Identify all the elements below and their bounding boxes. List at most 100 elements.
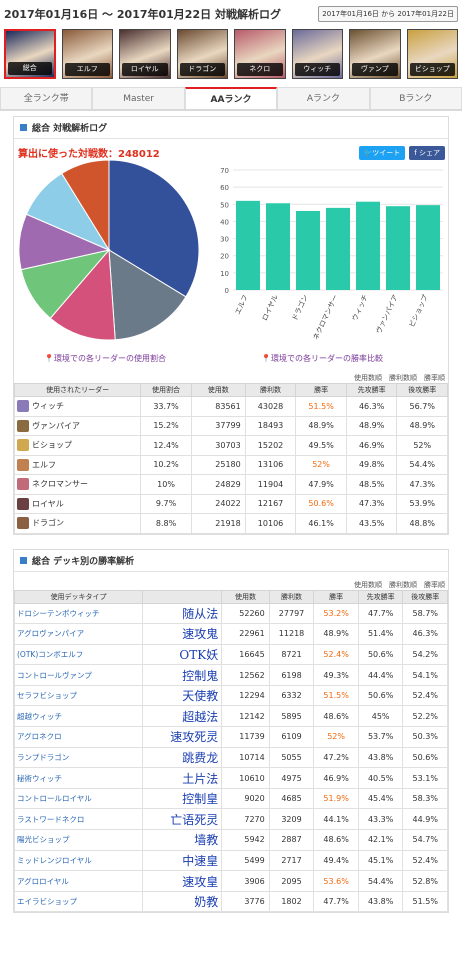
table-row[interactable]: アグロヴァンパイア 速攻鬼 22961 11218 48.9% 51.4% 46.3% bbox=[13, 623, 448, 645]
top-bar: 2017年01月16日 ～ 2017年01月22日 対戦解析ログ 2017年01… bbox=[0, 0, 462, 28]
pie-caption[interactable]: 📍環境での各リーダーの使用割合 bbox=[44, 353, 166, 364]
deck-sort-links[interactable]: 使用数順 勝利数順 勝率順 bbox=[354, 580, 445, 589]
y-tick-label: 0 bbox=[225, 287, 229, 295]
leader-tile[interactable]: ロイヤル bbox=[119, 29, 171, 79]
leader-sort-links[interactable]: 使用数順 勝利数順 勝率順 bbox=[354, 374, 445, 382]
bar-2[interactable] bbox=[296, 210, 320, 290]
deck-name[interactable]: アグロヴァンパイア bbox=[13, 623, 144, 645]
table-row[interactable]: ドロシーテンポウィッチ 随从法 52260 27797 53.2% 47.7% 58.7% bbox=[13, 602, 448, 625]
deck-name[interactable]: アグロネクロ bbox=[13, 726, 144, 748]
bar-4[interactable] bbox=[356, 201, 380, 290]
table-row[interactable]: 秘術ウィッチ 土片法 10610 4975 46.9% 40.5% 53.1% bbox=[13, 767, 448, 789]
rank-tab[interactable]: Bランク bbox=[369, 87, 462, 109]
deck-name[interactable]: ラストワードネクロ bbox=[13, 808, 144, 831]
cell-first: 50.6% bbox=[357, 684, 404, 707]
table-row[interactable]: 超越ウィッチ 超越法 12142 5895 48.6% 45% 52.2% bbox=[13, 705, 448, 728]
rank-tab[interactable]: Aランク bbox=[277, 87, 370, 109]
column-header[interactable]: 先攻勝率 bbox=[345, 383, 398, 397]
table-row[interactable]: ミッドレンジロイヤル 中速皇 5499 2717 49.4% 45.1% 52.4% bbox=[13, 849, 448, 872]
bar-caption[interactable]: 📍環境での各リーダーの勝率比較 bbox=[261, 353, 383, 364]
deck-name[interactable]: セラフビショップ bbox=[13, 684, 144, 707]
table-row[interactable]: ビショップ 12.4% 30703 15202 49.5% 46.9% 52% bbox=[13, 435, 448, 456]
leader-tile[interactable]: 総合 bbox=[4, 29, 56, 79]
leader-name-cell: ウィッチ bbox=[13, 396, 142, 417]
leader-tile[interactable]: エルフ bbox=[61, 29, 114, 79]
leader-tile[interactable]: ドラゴン bbox=[176, 29, 229, 79]
cell-wins: 6332 bbox=[268, 684, 315, 707]
column-header[interactable]: 使用数 bbox=[221, 589, 270, 604]
facebook-share-button[interactable]: f シェア bbox=[409, 145, 445, 160]
bar-0[interactable] bbox=[236, 200, 260, 290]
table-row[interactable]: (OTK)コンボエルフ OTK妖 16645 8721 52.4% 50.6% 54.2% bbox=[13, 643, 448, 666]
deck-name[interactable]: アグロロイヤル bbox=[13, 870, 144, 892]
table-row[interactable]: ロイヤル 9.7% 24022 12167 50.6% 47.3% 53.9% bbox=[13, 493, 448, 514]
column-header[interactable] bbox=[142, 589, 223, 604]
cell-first: 46.3% bbox=[345, 396, 398, 417]
table-row[interactable]: セラフビショップ 天使教 12294 6332 51.5% 50.6% 52.4% bbox=[13, 684, 448, 707]
column-header[interactable]: 勝率 bbox=[313, 589, 359, 604]
table-row[interactable]: ヴァンパイア 15.2% 37799 18493 48.9% 48.9% 48.9% bbox=[13, 415, 448, 436]
leader-stats-table: 使用されたリーダー 使用割合 使用数 勝利数 勝率 先攻勝率 後攻勝率 ウィッチ 33.7% 8… bbox=[13, 383, 448, 534]
deck-name[interactable]: エイラビショップ bbox=[13, 890, 144, 913]
column-header[interactable]: 後攻勝率 bbox=[402, 589, 448, 604]
deck-name[interactable]: コントロールロイヤル bbox=[13, 787, 144, 810]
rank-tab[interactable]: AAランク bbox=[184, 87, 278, 109]
table-row[interactable]: アグロネクロ 速攻死灵 11739 6109 52% 53.7% 50.3% bbox=[13, 726, 448, 748]
deck-name[interactable]: ミッドレンジロイヤル bbox=[13, 849, 144, 872]
deck-panel: 総合 デッキ別の勝率解析 使用数順 勝利数順 勝率順 使用デッキタイプ 使用数 勝利… bbox=[13, 548, 449, 914]
column-header[interactable]: 使用割合 bbox=[140, 383, 192, 397]
cell-first: 51.4% bbox=[357, 623, 404, 645]
table-row[interactable]: エルフ 10.2% 25180 13106 52% 49.8% 54.4% bbox=[13, 454, 448, 475]
cell-first: 47.7% bbox=[357, 602, 404, 625]
pie-slice-2[interactable] bbox=[49, 248, 116, 341]
table-row[interactable]: 陽光ビショップ 墙教 5942 2887 48.6% 42.1% 54.7% bbox=[13, 829, 448, 851]
bar-6[interactable] bbox=[416, 205, 440, 290]
table-row[interactable]: ランプドラゴン 跳费龙 10714 5055 47.2% 43.8% 50.6% bbox=[13, 746, 448, 769]
table-row[interactable]: アグロロイヤル 速攻皇 3906 2095 53.6% 54.4% 52.8% bbox=[13, 870, 448, 892]
deck-name[interactable]: 超越ウィッチ bbox=[13, 705, 144, 728]
leader-tile[interactable]: ヴァンプ bbox=[349, 29, 401, 79]
table-row[interactable]: ウィッチ 33.7% 83561 43028 51.5% 46.3% 56.7% bbox=[13, 396, 448, 417]
deck-name[interactable]: 秘術ウィッチ bbox=[13, 767, 144, 789]
pie-slice-6[interactable] bbox=[61, 160, 110, 252]
table-row[interactable]: ネクロマンサー 10% 24829 11904 47.9% 48.5% 47.3% bbox=[13, 474, 448, 495]
deck-name[interactable]: ランプドラゴン bbox=[13, 746, 144, 769]
leader-tile[interactable]: ネクロ bbox=[234, 29, 286, 79]
column-header[interactable]: 使用デッキタイプ bbox=[13, 589, 144, 604]
cell-first: 45.4% bbox=[357, 787, 404, 810]
bar-5[interactable] bbox=[386, 206, 410, 290]
column-header[interactable]: 勝利数 bbox=[244, 383, 297, 397]
pie-slice-0[interactable] bbox=[108, 160, 200, 298]
leader-icon bbox=[17, 439, 29, 452]
table-row[interactable]: ラストワードネクロ 亡语死灵 7270 3209 44.1% 43.3% 44.9% bbox=[13, 808, 448, 831]
tweet-button[interactable]: 🐦ツイート bbox=[358, 145, 406, 160]
date-range-selector[interactable]: 2017年01月16日 から 2017年01月22日 bbox=[318, 6, 458, 22]
table-row[interactable]: エイラビショップ 奶教 3776 1802 47.7% 43.8% 51.5% bbox=[13, 890, 448, 913]
rank-tab[interactable]: 全ランク帯 bbox=[0, 87, 93, 109]
table-row[interactable]: ドラゴン 8.8% 21918 10106 46.1% 43.5% 48.8% bbox=[13, 513, 448, 534]
column-header[interactable]: 後攻勝率 bbox=[396, 383, 448, 397]
cell-wins: 1802 bbox=[268, 890, 315, 913]
cell-second: 54.1% bbox=[402, 664, 448, 686]
deck-name[interactable]: (OTK)コンボエルフ bbox=[13, 643, 144, 666]
leader-name-cell: ドラゴン bbox=[13, 513, 142, 534]
column-header[interactable]: 先攻勝率 bbox=[357, 589, 404, 604]
table-row[interactable]: コントロールヴァンプ 控制鬼 12562 6198 49.3% 44.4% 54.1% bbox=[13, 664, 448, 686]
column-header[interactable]: 勝率 bbox=[295, 383, 347, 397]
column-header[interactable]: 使用されたリーダー bbox=[13, 383, 142, 397]
leader-tile[interactable]: ウィッチ bbox=[291, 29, 344, 79]
deck-name[interactable]: コントロールヴァンプ bbox=[13, 664, 144, 686]
deck-name[interactable]: ドロシーテンポウィッチ bbox=[13, 602, 144, 625]
pie-slice-1[interactable] bbox=[108, 249, 187, 341]
column-header[interactable]: 使用数 bbox=[190, 383, 246, 397]
cell-uses: 9020 bbox=[221, 787, 270, 810]
deck-name[interactable]: 陽光ビショップ bbox=[13, 829, 144, 851]
table-row[interactable]: コントロールロイヤル 控制皇 9020 4685 51.9% 45.4% 58.3% bbox=[13, 787, 448, 810]
cell-rate: 48.6% bbox=[313, 705, 359, 728]
rank-tab[interactable]: Master bbox=[92, 87, 185, 109]
cell-first: 46.9% bbox=[345, 435, 398, 456]
leader-tile[interactable]: ビショップ bbox=[406, 29, 459, 79]
column-header[interactable]: 勝利数 bbox=[268, 589, 315, 604]
bar-3[interactable] bbox=[326, 207, 350, 290]
bar-1[interactable] bbox=[266, 203, 290, 290]
